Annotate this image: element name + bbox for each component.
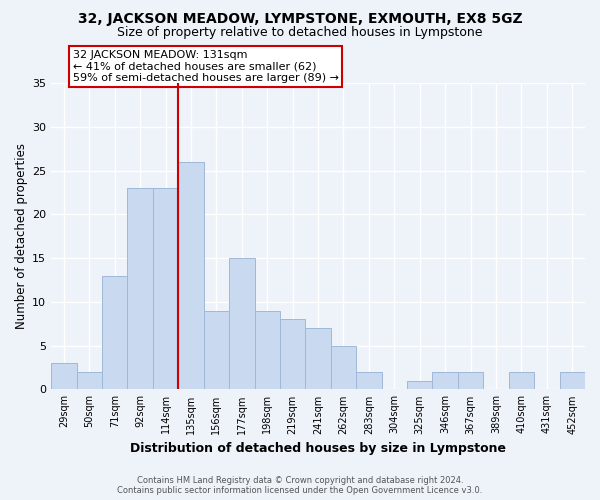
Text: Size of property relative to detached houses in Lympstone: Size of property relative to detached ho… xyxy=(117,26,483,39)
Bar xyxy=(127,188,153,390)
Bar xyxy=(254,310,280,390)
Text: 32, JACKSON MEADOW, LYMPSTONE, EXMOUTH, EX8 5GZ: 32, JACKSON MEADOW, LYMPSTONE, EXMOUTH, … xyxy=(77,12,523,26)
Bar xyxy=(458,372,484,390)
Bar xyxy=(433,372,458,390)
Bar xyxy=(407,380,433,390)
Bar xyxy=(331,346,356,390)
Bar xyxy=(51,363,77,390)
X-axis label: Distribution of detached houses by size in Lympstone: Distribution of detached houses by size … xyxy=(130,442,506,455)
Bar xyxy=(178,162,203,390)
Bar xyxy=(229,258,254,390)
Bar xyxy=(280,320,305,390)
Text: 32 JACKSON MEADOW: 131sqm
← 41% of detached houses are smaller (62)
59% of semi-: 32 JACKSON MEADOW: 131sqm ← 41% of detac… xyxy=(73,50,338,83)
Bar xyxy=(102,276,127,390)
Text: Contains HM Land Registry data © Crown copyright and database right 2024.
Contai: Contains HM Land Registry data © Crown c… xyxy=(118,476,482,495)
Y-axis label: Number of detached properties: Number of detached properties xyxy=(15,144,28,330)
Bar xyxy=(203,310,229,390)
Bar xyxy=(153,188,178,390)
Bar xyxy=(77,372,102,390)
Bar xyxy=(356,372,382,390)
Bar xyxy=(305,328,331,390)
Bar xyxy=(509,372,534,390)
Bar xyxy=(560,372,585,390)
